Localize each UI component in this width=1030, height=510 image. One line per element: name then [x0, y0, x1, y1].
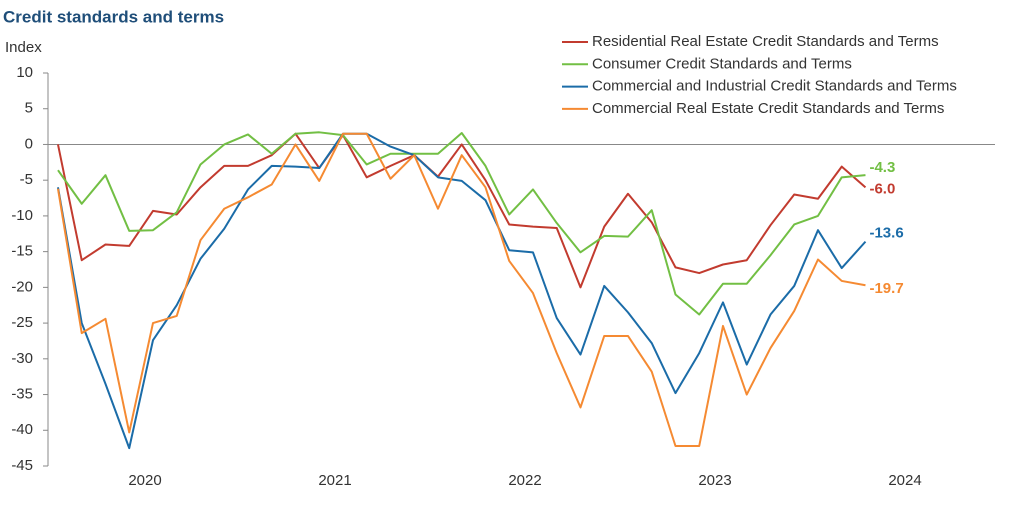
series-line	[56, 132, 867, 450]
legend-label: Residential Real Estate Credit Standards…	[592, 33, 939, 50]
legend-label: Commercial Real Estate Credit Standards …	[592, 100, 944, 117]
data-label: -6.0	[869, 180, 895, 197]
y-tick-label: -25	[11, 314, 33, 331]
legend-label: Consumer Credit Standards and Terms	[592, 55, 852, 72]
y-axis-label: Index	[5, 39, 42, 56]
y-tick-label: -35	[11, 386, 33, 403]
y-tick-label: -45	[11, 457, 33, 474]
series-line	[57, 132, 867, 289]
y-tick-label: -5	[20, 171, 33, 188]
y-tick-label: -40	[11, 421, 33, 438]
x-tick-label: 2020	[128, 472, 161, 489]
data-label: -4.3	[869, 159, 895, 176]
y-tick-label: 10	[16, 64, 33, 81]
x-tick-label: 2022	[508, 472, 541, 489]
chart-title: Credit standards and terms	[3, 7, 224, 26]
y-tick-label: -10	[11, 207, 33, 224]
y-tick-label: -30	[11, 350, 33, 367]
y-tick-label: 5	[25, 100, 33, 117]
series-line	[56, 132, 866, 447]
data-label: -13.6	[869, 225, 903, 242]
y-tick-label: 0	[25, 135, 33, 152]
y-tick-label: -20	[11, 278, 33, 295]
x-tick-label: 2024	[888, 472, 921, 489]
x-tick-label: 2021	[318, 472, 351, 489]
y-tick-label: -15	[11, 243, 33, 260]
series-line	[57, 131, 866, 316]
data-label: -19.7	[869, 280, 903, 297]
x-tick-label: 2023	[698, 472, 731, 489]
legend-label: Commercial and Industrial Credit Standar…	[592, 78, 957, 95]
